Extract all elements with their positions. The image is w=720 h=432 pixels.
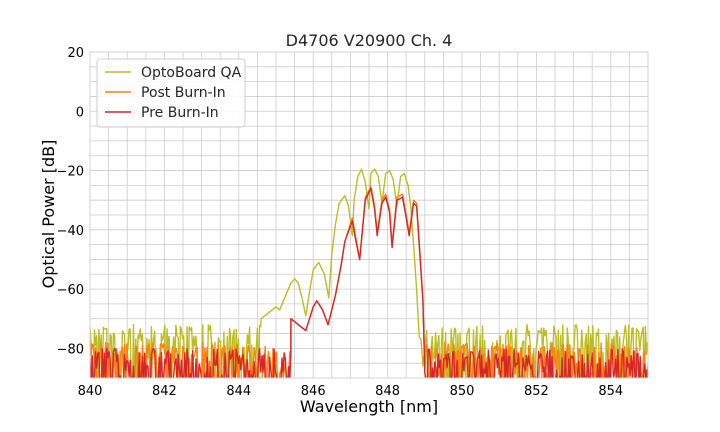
x-tick-label: 840 [78,384,103,399]
series-line-pre-burn-in [90,187,648,378]
y-tick-label: −80 [57,342,84,357]
legend-label: Post Burn-In [141,85,226,101]
y-tick-label: −60 [57,283,84,298]
x-tick-label: 842 [152,384,177,399]
x-tick-label: 844 [226,384,251,399]
legend: OptoBoard QA Post Burn-In Pre Burn-In [96,58,246,128]
x-tick-label: 852 [524,384,549,399]
y-axis-label: Optical Power [dB] [39,140,58,289]
legend-box [96,58,246,128]
y-tick-label: 0 [76,105,84,120]
x-tick-label: 846 [301,384,326,399]
series-layer [90,168,648,378]
chart-title: D4706 V20900 Ch. 4 [286,31,453,50]
y-tick-label: 20 [67,46,84,61]
legend-label: Pre Burn-In [141,105,219,121]
y-tick-label: −20 [57,165,84,180]
y-tick-label: −40 [57,224,84,239]
x-tick-label: 850 [450,384,475,399]
x-axis-label: Wavelength [nm] [300,397,438,416]
x-tick-label: 848 [375,384,400,399]
plot-frame [89,51,649,379]
legend-label: OptoBoard QA [141,65,242,81]
x-tick-label: 854 [598,384,623,399]
ticks: 840 842 844 846 848 850 852 854 20 0 −20 −40 −60 −80 [57,46,624,399]
